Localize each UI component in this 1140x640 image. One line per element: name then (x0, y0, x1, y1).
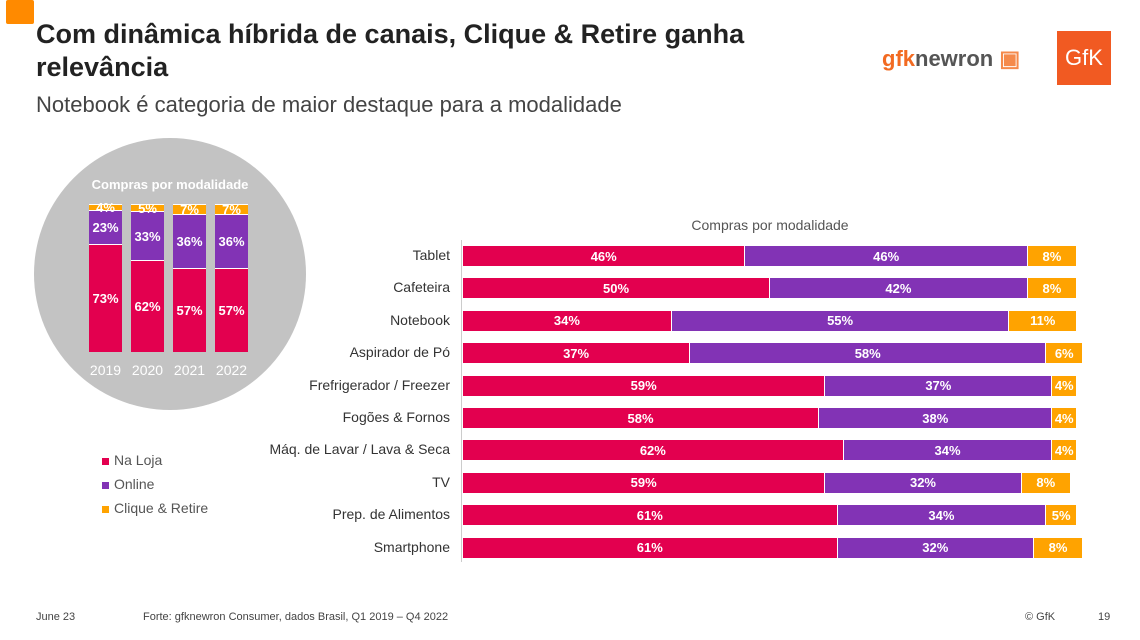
bar-segment: 46% (745, 246, 1028, 266)
legend-label: Clique & Retire (114, 500, 209, 516)
bar-segment: 11% (1009, 310, 1077, 331)
bar-segment: 7% (215, 202, 248, 217)
category-label: Máq. de Lavar / Lava & Seca (269, 441, 450, 458)
bar-segment: 8% (1034, 537, 1084, 558)
bar-segment: 36% (215, 214, 248, 268)
bar-segment: 62% (463, 440, 844, 461)
bar-segment: 8% (1027, 246, 1077, 266)
x-tick-label: 2019 (89, 362, 122, 378)
legend-swatch (102, 505, 109, 513)
legend-label: Online (114, 476, 155, 492)
bar-segment: 32% (825, 472, 1022, 493)
bar-segment: 32% (837, 537, 1034, 558)
category-label: Cafeteira (393, 279, 450, 296)
footer-copyright: © GfK (1025, 611, 1056, 623)
bar-segment: 57% (215, 267, 248, 352)
bar-segment: 73% (89, 243, 122, 352)
bar-segment: 61% (463, 537, 838, 558)
main-chart-title: Compras por modalidade (691, 217, 849, 233)
bar-segment: 58% (463, 408, 820, 428)
bar-segment: 6% (1046, 343, 1084, 364)
axis-line (461, 240, 462, 562)
category-label: Notebook (390, 311, 450, 328)
bar-segment: 5% (131, 201, 164, 216)
bar-segment: 55% (671, 310, 1010, 331)
small-chart-title: Compras por modalidade (91, 177, 249, 192)
bar-segment: 34% (463, 310, 672, 331)
page-number: 19 (1098, 611, 1111, 623)
x-tick-label: 2022 (215, 362, 248, 378)
bar-segment: 37% (463, 343, 691, 364)
gfk-logo: GfK (1057, 31, 1111, 85)
bar-segment: 59% (463, 375, 826, 396)
category-label: Aspirador de Pó (349, 344, 450, 361)
bar-segment: 4% (1052, 440, 1077, 461)
page-title: Com dinâmica híbrida de canais, Clique &… (36, 19, 745, 82)
bar-segment: 33% (131, 211, 164, 261)
bar-segment: 5% (1046, 505, 1077, 526)
category-label: Tablet (412, 247, 450, 263)
bar-segment: 8% (1027, 278, 1077, 299)
category-label: Fogões & Fornos (342, 409, 450, 425)
legend-swatch (102, 457, 109, 465)
legend-item: Na Loja (102, 452, 162, 468)
bar-segment: 4% (89, 200, 122, 215)
footer-source: Forte: gfknewron Consumer, dados Brasil,… (143, 611, 449, 623)
bar-segment: 7% (173, 202, 206, 217)
legend-label: Na Loja (114, 452, 163, 468)
x-tick-label: 2020 (131, 362, 164, 378)
summary-circle (34, 138, 306, 410)
bar-segment: 8% (1021, 472, 1071, 493)
bar-segment: 4% (1052, 408, 1077, 428)
bar-segment: 4% (1052, 375, 1077, 396)
category-label: Prep. de Alimentos (332, 506, 450, 523)
bar-segment: 58% (690, 343, 1047, 364)
legend-item: Online (102, 476, 154, 492)
bar-segment: 42% (770, 278, 1028, 299)
bar-segment: 34% (837, 505, 1047, 526)
gfknewron-logo: gfknewron ▣ (882, 46, 1021, 71)
category-label: Frefrigerador / Freezer (309, 376, 450, 393)
legend-swatch (102, 481, 109, 489)
bar-segment: 57% (173, 267, 206, 352)
footer-date: June 23 (36, 611, 76, 623)
corner-accent (6, 0, 34, 24)
bar-segment: 38% (819, 408, 1053, 428)
bar-segment: 36% (173, 214, 206, 268)
x-tick-label: 2021 (173, 362, 206, 378)
legend-item: Clique & Retire (102, 500, 208, 516)
bar-segment: 50% (463, 278, 770, 299)
bar-segment: 34% (843, 440, 1053, 461)
bar-segment: 59% (463, 472, 826, 493)
bar-segment: 37% (825, 375, 1053, 396)
bar-segment: 62% (131, 260, 164, 352)
category-label: Smartphone (373, 538, 450, 555)
bar-segment: 23% (89, 209, 122, 244)
page-subtitle: Notebook é categoria de maior destaque p… (36, 92, 622, 117)
bar-segment: 46% (463, 246, 746, 266)
category-label: TV (432, 473, 450, 490)
bar-segment: 61% (463, 505, 838, 526)
